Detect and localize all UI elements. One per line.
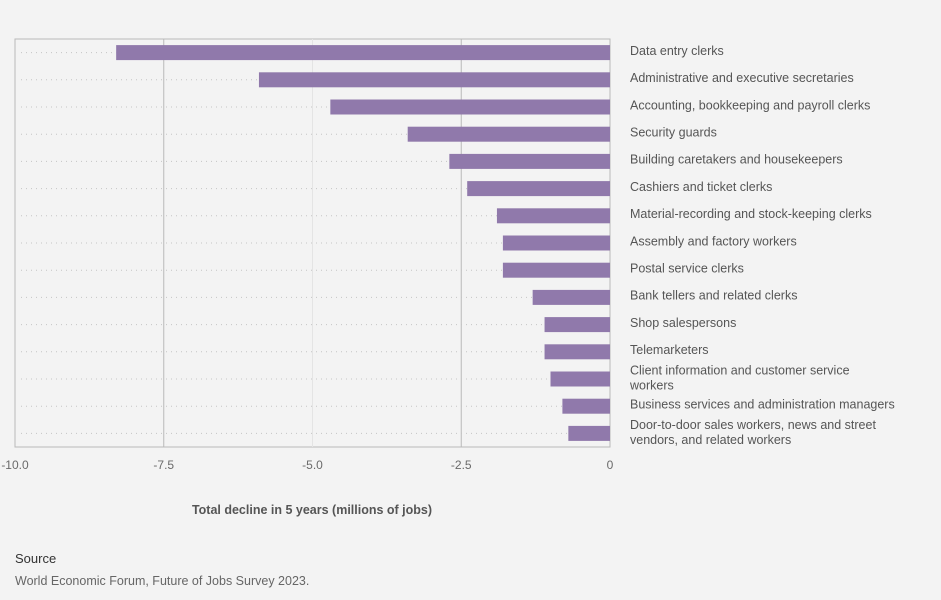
bar: [562, 398, 610, 414]
grid-layer: [14, 38, 611, 448]
category-label: Building caretakers and housekeepers: [630, 153, 843, 167]
bar-layer: [116, 45, 611, 441]
source-text: World Economic Forum, Future of Jobs Sur…: [15, 574, 310, 588]
bar: [532, 289, 610, 305]
category-label-line: vendors, and related workers: [630, 433, 791, 447]
category-label: Material-recording and stock-keeping cle…: [630, 207, 872, 221]
bar: [467, 181, 610, 197]
bar: [544, 317, 610, 333]
x-tick-label: -5.0: [302, 458, 323, 472]
category-label: Bank tellers and related clerks: [630, 289, 797, 303]
x-tick-labels: -10.0 -7.5 -5.0 -2.5 0: [1, 458, 613, 472]
category-label: Shop salespersons: [630, 316, 736, 330]
bar: [502, 262, 610, 278]
category-label-line: Client information and customer service: [630, 364, 850, 378]
bar: [258, 72, 610, 88]
category-label: Door-to-door sales workers, news and str…: [630, 418, 876, 447]
x-tick-label: -2.5: [451, 458, 472, 472]
bar: [568, 425, 610, 441]
category-labels: Data entry clerks Administrative and exec…: [629, 44, 895, 447]
category-label: Client information and customer service w…: [629, 364, 850, 393]
category-label-line: workers: [629, 379, 674, 393]
x-tick-label: 0: [607, 458, 614, 472]
category-label: Business services and administration man…: [630, 397, 895, 411]
bar: [116, 45, 611, 61]
category-label: Administrative and executive secretaries: [630, 71, 854, 85]
bar: [330, 99, 610, 115]
category-label: Accounting, bookkeeping and payroll cler…: [630, 98, 870, 112]
x-axis-label: Total decline in 5 years (millions of jo…: [192, 503, 432, 517]
category-label: Data entry clerks: [630, 44, 724, 58]
bar: [449, 153, 610, 169]
bar: [502, 235, 610, 251]
category-label-line: Door-to-door sales workers, news and str…: [630, 418, 876, 432]
x-tick-label: -10.0: [1, 458, 29, 472]
bar: [407, 126, 610, 142]
category-label: Postal service clerks: [630, 261, 744, 275]
bar: [544, 344, 610, 360]
bar: [496, 208, 610, 224]
bar-chart: -10.0 -7.5 -5.0 -2.5 0 Data entry clerks Admi…: [1, 38, 895, 517]
source-heading: Source: [15, 551, 57, 566]
category-label: Assembly and factory workers: [630, 234, 797, 248]
category-label: Security guards: [630, 125, 717, 139]
bar: [550, 371, 610, 387]
x-tick-label: -7.5: [153, 458, 174, 472]
category-label: Telemarketers: [630, 343, 709, 357]
category-label: Cashiers and ticket clerks: [630, 180, 772, 194]
